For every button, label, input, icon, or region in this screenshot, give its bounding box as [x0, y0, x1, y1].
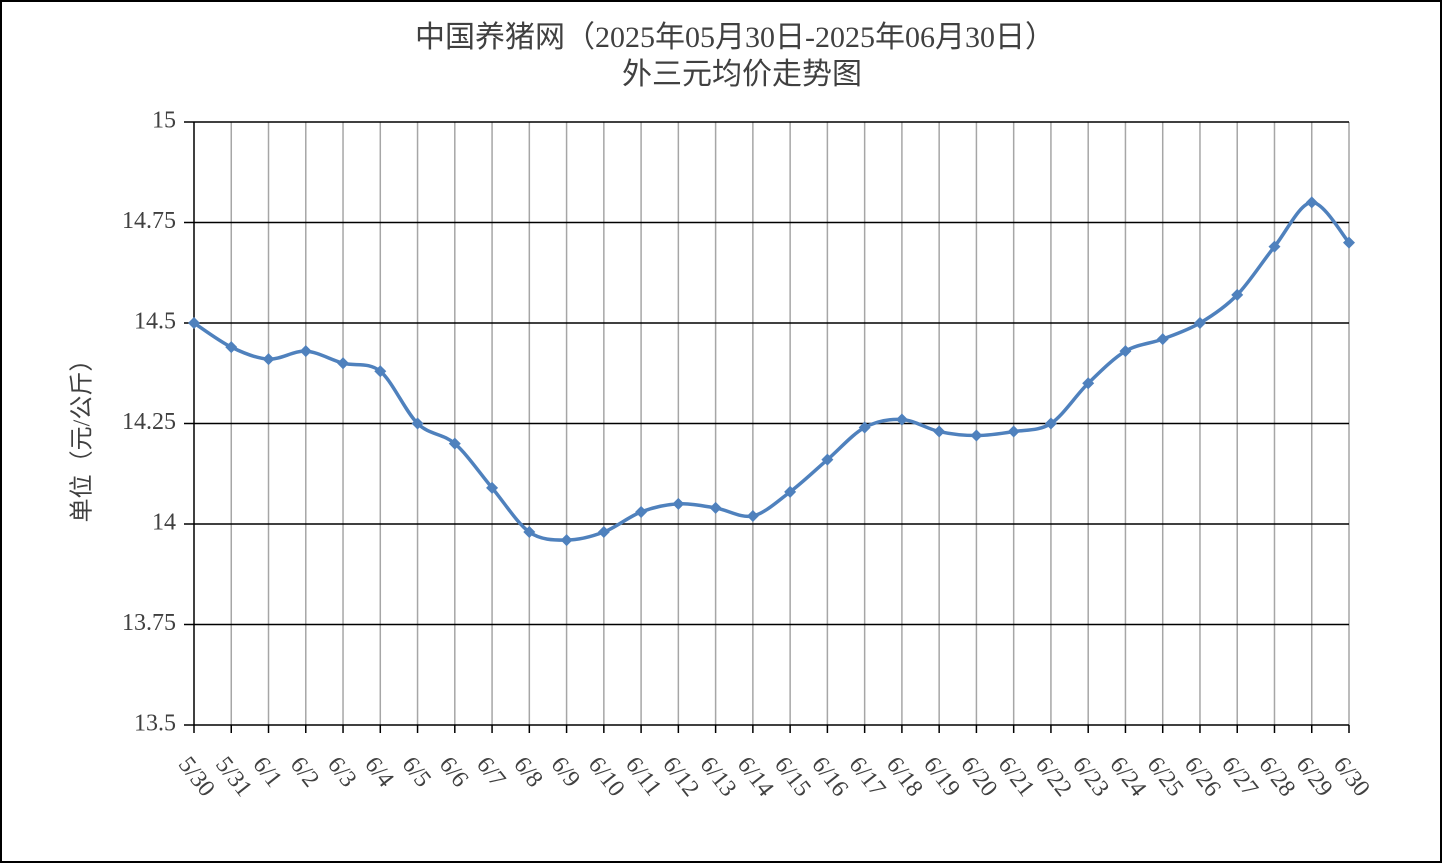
marker [1231, 288, 1244, 301]
marker [1119, 345, 1132, 358]
marker [374, 365, 387, 378]
y-axis-label: 单位（元/公斤） [69, 348, 96, 523]
y-tick-label: 14.25 [122, 409, 176, 435]
marker [337, 357, 350, 370]
marker [225, 341, 238, 354]
marker [411, 417, 424, 430]
marker [1193, 317, 1206, 329]
y-tick-label: 14 [152, 510, 176, 536]
marker [895, 413, 908, 426]
y-tick-label: 15 [152, 108, 176, 134]
y-tick-label: 13.75 [122, 610, 176, 636]
marker [1305, 196, 1318, 209]
y-tick-label: 14.75 [122, 208, 176, 234]
y-tick-label: 14.5 [134, 309, 176, 335]
marker [672, 497, 685, 510]
y-tick-label: 13.5 [134, 711, 176, 737]
marker [746, 509, 759, 522]
marker [821, 453, 834, 466]
marker [933, 425, 946, 438]
chart-title: 中国养猪网（2025年05月30日-2025年06月30日） [415, 21, 1055, 54]
marker [784, 485, 797, 498]
marker [262, 353, 275, 366]
marker [1044, 417, 1057, 430]
marker [1343, 236, 1355, 249]
marker [709, 501, 722, 514]
marker [188, 317, 200, 329]
marker [523, 526, 536, 539]
chart-subtitle: 外三元均价走势图 [622, 58, 862, 91]
marker [448, 437, 461, 450]
marker [635, 505, 648, 518]
marker [560, 534, 573, 547]
marker [597, 526, 610, 539]
marker [1156, 333, 1169, 346]
marker [299, 345, 312, 358]
marker [970, 429, 983, 442]
marker [858, 421, 871, 434]
marker [1268, 240, 1281, 253]
marker [486, 481, 499, 494]
marker [1082, 377, 1095, 390]
marker [1007, 425, 1020, 438]
